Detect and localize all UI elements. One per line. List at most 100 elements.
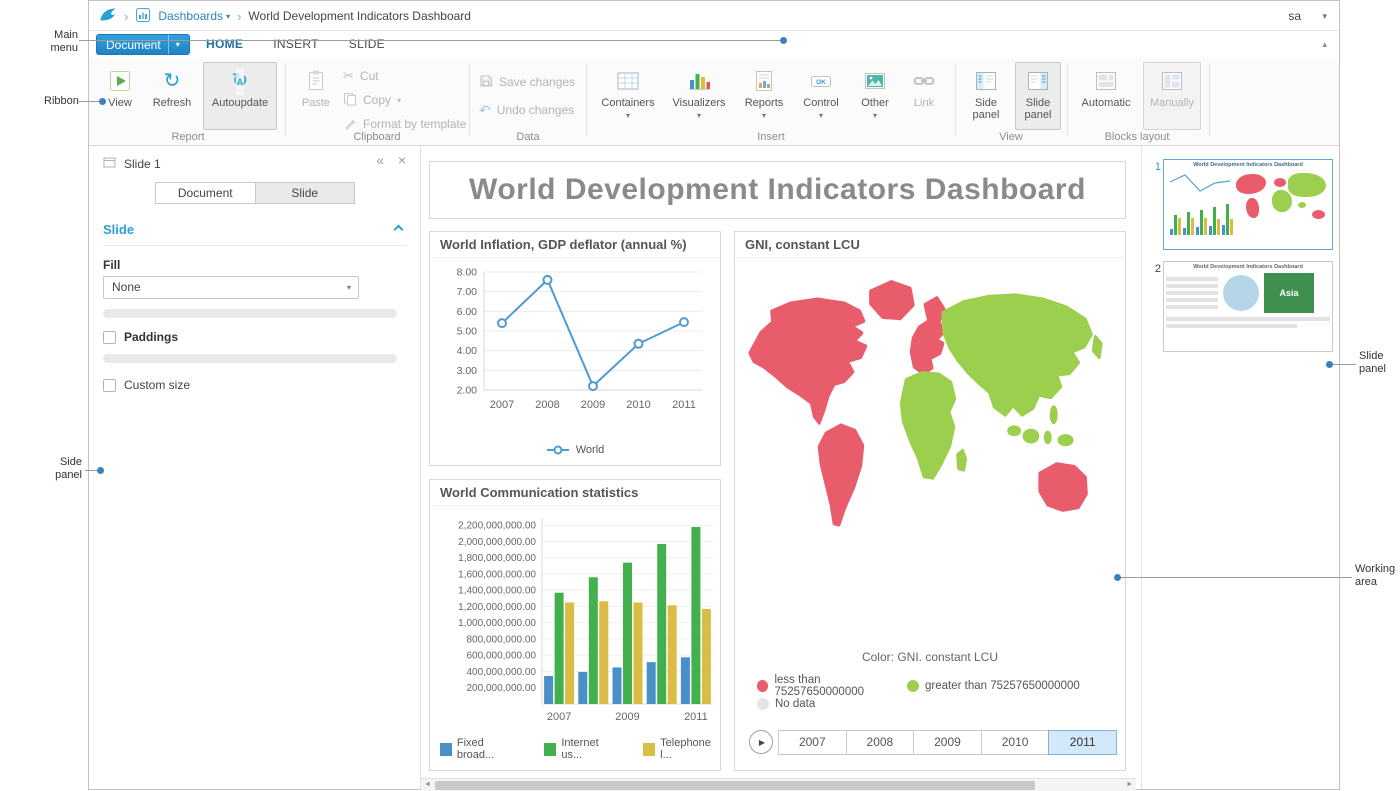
- slide-panel-button[interactable]: Slide panel: [1015, 62, 1061, 130]
- fill-select[interactable]: None ▾: [103, 276, 359, 299]
- format-by-template-button[interactable]: Format by template: [343, 114, 466, 134]
- tab-home[interactable]: HOME: [206, 37, 244, 51]
- side-panel: Slide 1 « × Document Slide Slide Fill No…: [89, 146, 421, 789]
- paddings-checkbox[interactable]: Paddings: [103, 330, 178, 344]
- horizontal-scrollbar[interactable]: ◄ ►: [421, 778, 1136, 791]
- side-panel-icon: [973, 68, 999, 94]
- visualizers-button[interactable]: Visualizers ▾: [665, 62, 733, 130]
- scroll-left-icon[interactable]: ◄: [424, 781, 431, 788]
- undo-changes-button[interactable]: ↶ Undo changes: [479, 100, 574, 120]
- caret-down-icon: ▾: [761, 111, 766, 120]
- group-separator: [586, 64, 587, 136]
- year-button-2011[interactable]: 2011: [1048, 730, 1117, 755]
- year-button-2010[interactable]: 2010: [980, 730, 1050, 755]
- collapse-panel-icon[interactable]: «: [376, 152, 384, 168]
- cut-button[interactable]: ✂ Cut: [343, 66, 379, 86]
- svg-text:7.00: 7.00: [457, 286, 478, 298]
- slide-thumbnail-2[interactable]: World Development Indicators Dashboard A…: [1163, 261, 1333, 352]
- document-menu-label: Document: [106, 37, 161, 52]
- dashboard-title-block[interactable]: World Development Indicators Dashboard: [429, 161, 1126, 219]
- tab-slide-props[interactable]: Slide: [254, 182, 355, 204]
- containers-icon: [615, 68, 641, 94]
- play-button[interactable]: ▶: [749, 730, 773, 754]
- dashboards-icon: [135, 7, 151, 26]
- checkbox-icon: [103, 378, 116, 392]
- undo-icon: ↶: [479, 101, 491, 118]
- year-button-2007[interactable]: 2007: [778, 730, 847, 755]
- annotation-slide-panel: Slide panel: [1359, 350, 1386, 375]
- scrollbar-thumb[interactable]: [435, 781, 1035, 790]
- tab-insert[interactable]: INSERT: [273, 37, 319, 51]
- breadcrumb-document-title: World Development Indicators Dashboard: [248, 9, 471, 23]
- world-map[interactable]: [743, 274, 1119, 542]
- svg-text:800,000,000.00: 800,000,000.00: [466, 634, 536, 645]
- document-menu-button[interactable]: Document ▾: [96, 34, 190, 55]
- region-asia: [941, 293, 1093, 417]
- reports-label: Reports: [744, 97, 784, 109]
- custom-size-checkbox[interactable]: Custom size: [103, 378, 190, 392]
- fill-select-value: None: [112, 280, 141, 294]
- view-button[interactable]: View: [97, 62, 143, 130]
- bar-chart-panel[interactable]: World Communication statistics 2,200,000…: [429, 479, 721, 771]
- slide-thumbnail-1[interactable]: World Development Indicators Dashboard: [1163, 159, 1333, 250]
- group-separator: [1067, 64, 1068, 136]
- collapse-ribbon-icon[interactable]: ▴: [1322, 39, 1327, 49]
- other-button[interactable]: Other ▾: [851, 62, 899, 130]
- reports-button[interactable]: Reports ▾: [737, 62, 791, 130]
- link-button[interactable]: Link: [903, 62, 945, 130]
- mini-map: [1236, 170, 1330, 236]
- tab-slide[interactable]: SLIDE: [348, 37, 385, 51]
- manually-button[interactable]: Manually: [1143, 62, 1201, 130]
- svg-text:6.00: 6.00: [457, 306, 478, 318]
- user-menu-caret-icon[interactable]: ▾: [1322, 11, 1327, 21]
- paste-button[interactable]: Paste: [293, 62, 339, 130]
- close-panel-icon[interactable]: ×: [397, 152, 406, 168]
- line-chart-panel[interactable]: World Inflation, GDP deflator (annual %)…: [429, 231, 721, 466]
- containers-button[interactable]: Containers ▾: [595, 62, 661, 130]
- slide-section-header[interactable]: Slide: [103, 222, 406, 237]
- control-button[interactable]: OK Control ▾: [795, 62, 847, 130]
- thumbnail-title: World Development Indicators Dashboard: [1193, 264, 1303, 270]
- mini-pie: [1223, 275, 1259, 311]
- annotation-dot: [780, 37, 787, 44]
- annotation-line: [85, 470, 99, 471]
- group-separator: [1209, 64, 1210, 136]
- region-north-america: [748, 297, 868, 425]
- svg-text:3.00: 3.00: [457, 365, 478, 377]
- save-changes-button[interactable]: Save changes: [479, 72, 575, 92]
- save-changes-label: Save changes: [499, 75, 576, 89]
- svg-text:1,400,000,000.00: 1,400,000,000.00: [458, 586, 536, 597]
- app-window: › Dashboards ▾ › World Development Indica…: [88, 0, 1340, 791]
- tab-document[interactable]: Document: [155, 182, 256, 204]
- region-australia: [1038, 462, 1088, 512]
- year-button-2009[interactable]: 2009: [913, 730, 982, 755]
- group-label-view: View: [999, 131, 1023, 143]
- map-panel[interactable]: GNI, constant LCU Color: GNI. constant L…: [734, 231, 1126, 771]
- slide-icon: [103, 156, 116, 172]
- control-icon: OK: [808, 68, 834, 94]
- scroll-right-icon[interactable]: ►: [1126, 781, 1133, 788]
- view-label: View: [108, 97, 132, 109]
- autoupdate-button[interactable]: ↻A Autoupdate: [203, 62, 277, 130]
- annotation-line: [1332, 364, 1356, 365]
- bar-chart-svg: 2,200,000,000.00 2,000,000,000.00 1,800,00…: [458, 518, 713, 723]
- region-new-guinea: [1057, 434, 1074, 447]
- visualizers-icon: [686, 68, 712, 94]
- bar-chart-legend: Fixed broad... Internet us... Telephone l.…: [440, 737, 720, 761]
- top-bar: › Dashboards ▾ › World Development Indica…: [89, 1, 1339, 31]
- side-panel-button[interactable]: Side panel: [963, 62, 1009, 130]
- legend-dot-icon: [757, 698, 769, 710]
- slider-track: [103, 309, 397, 318]
- year-button-2008[interactable]: 2008: [845, 730, 915, 755]
- breadcrumb-separator: ›: [124, 8, 129, 24]
- user-name[interactable]: sa: [1288, 9, 1301, 23]
- view-icon: [107, 68, 133, 94]
- copy-button[interactable]: Copy ▾: [343, 90, 401, 110]
- property-tabs: Document Slide: [155, 182, 355, 204]
- svg-text:1,000,000,000.00: 1,000,000,000.00: [458, 618, 536, 629]
- breadcrumb-dashboards[interactable]: Dashboards ▾: [158, 9, 231, 23]
- bar-legend-item: Telephone l...: [643, 737, 720, 761]
- automatic-button[interactable]: Automatic: [1075, 62, 1137, 130]
- refresh-button[interactable]: ↻ Refresh: [147, 62, 197, 130]
- region-africa: [899, 371, 957, 480]
